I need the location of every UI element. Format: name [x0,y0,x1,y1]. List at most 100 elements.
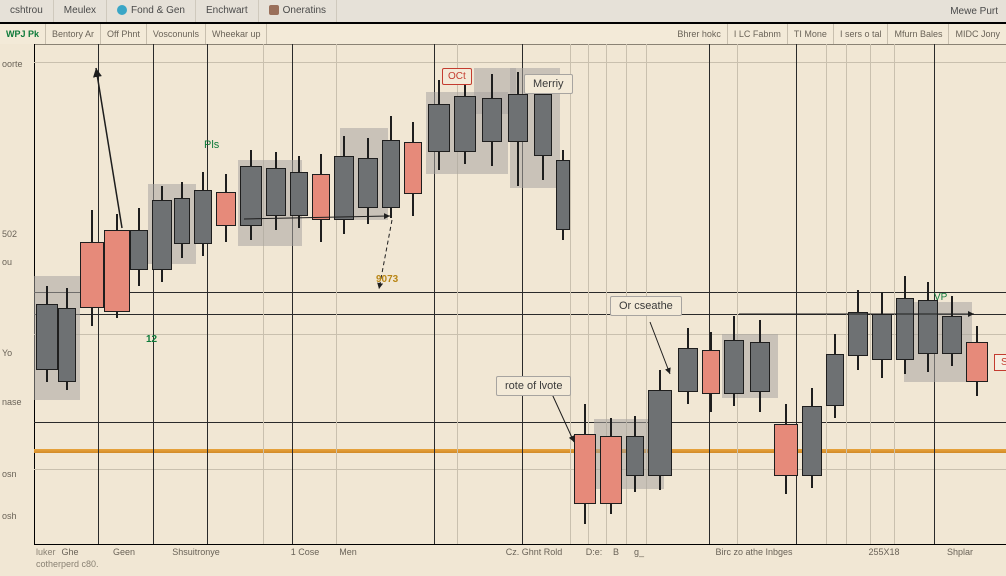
x-tick-label: Shsuitronye [172,547,220,557]
chart-annotation: Selt [994,354,1006,371]
chart-root: oorte502ouYonaseosnosh MerriyOCtOr cseat… [0,44,1006,575]
v-gridline [336,44,337,544]
tab-oneratins[interactable]: Oneratins [259,0,337,22]
v-gridline [153,44,154,544]
candle[interactable] [896,276,914,374]
candle[interactable] [130,208,148,286]
y-tick-label: osh [2,511,32,521]
tab-label: Meulex [64,5,96,16]
candle[interactable] [556,150,570,240]
candle[interactable] [574,404,596,524]
chart-annotation: Pls [196,136,227,154]
hdr-bhrer[interactable]: Bhrer hokc [671,24,728,44]
candle[interactable] [678,328,698,404]
h-gridline [34,422,1006,423]
y-tick-label: Yo [2,348,32,358]
candle[interactable] [966,326,988,396]
h-gridline [34,449,1006,453]
tab-cshtrou[interactable]: cshtrou [0,0,54,22]
tab-enchwart[interactable]: Enchwart [196,0,259,22]
candle[interactable] [152,186,172,282]
hdr-wpj[interactable]: WPJ Pk [0,24,46,44]
x-tick-label: Men [339,547,357,557]
chart-annotation: rote of lvote [496,376,571,396]
candle[interactable] [750,320,770,412]
hdr-midc[interactable]: MIDC Jony [949,24,1006,44]
x-tick-label: Shplar [947,547,973,557]
candle[interactable] [600,418,622,514]
candle[interactable] [80,210,104,326]
hdr-off-phnt[interactable]: Off Phnt [101,24,147,44]
y-tick-label: ou [2,257,32,267]
circle-icon [117,5,127,15]
candle[interactable] [872,292,892,378]
x-tick-label: 255X18 [868,547,899,557]
candle[interactable] [266,152,286,230]
h-gridline [34,62,1006,63]
chart-annotation: OCt [442,68,472,85]
chart-annotation: 9073 [376,274,398,285]
candle[interactable] [626,416,644,492]
v-gridline [570,44,571,544]
hdr-mfurn[interactable]: Mfurn Bales [888,24,949,44]
x-tick-label: B [613,547,619,557]
candle[interactable] [58,288,76,390]
v-gridline [826,44,827,544]
person-icon [269,5,279,15]
v-gridline [263,44,264,544]
candle[interactable] [174,182,190,258]
y-tick-label: oorte [2,59,32,69]
candle[interactable] [216,174,236,242]
candle[interactable] [482,74,502,166]
plot-area[interactable]: MerriyOCtOr cseatherote of lvote907312Se… [34,44,1006,544]
v-gridline [870,44,871,544]
candle[interactable] [104,214,130,318]
tab-meulex[interactable]: Meulex [54,0,107,22]
candle[interactable] [428,80,450,170]
hdr-bentory[interactable]: Bentory Ar [46,24,101,44]
candle[interactable] [702,332,720,412]
x-tick-label: Geen [113,547,135,557]
tab-fond-gen[interactable]: Fond & Gen [107,0,196,22]
x-tick-label: g_ [634,547,644,557]
candle[interactable] [382,116,400,218]
hdr-vosconunls[interactable]: Vosconunls [147,24,206,44]
candle[interactable] [802,388,822,488]
candle[interactable] [648,370,672,490]
candle[interactable] [942,296,962,366]
x-tick-label: D:e: [586,547,603,557]
x-tick-label: Ghe [61,547,78,557]
tab-label: cshtrou [10,5,43,16]
candle[interactable] [774,404,798,494]
arrow-line [96,68,122,228]
hdr-ti-mone[interactable]: TI Mone [788,24,834,44]
chart-annotation: Merriy [524,74,573,94]
candle[interactable] [848,290,868,370]
candle[interactable] [194,172,212,256]
hdr-isers[interactable]: I sers o tal [834,24,889,44]
tab-label: Fond & Gen [131,5,185,16]
candle[interactable] [290,156,308,228]
hdr-wheekarup[interactable]: Wheekar up [206,24,268,44]
candle[interactable] [724,316,744,406]
candle[interactable] [240,150,262,240]
x-subrow: luker [36,547,56,557]
arrow-line [650,322,670,374]
v-gridline [207,44,208,544]
x-axis: GheGeenShsuitronye1 CoseMenCz. Ghnt Rold… [34,544,1006,576]
candle[interactable] [358,138,378,224]
candle[interactable] [312,154,330,242]
v-gridline [894,44,895,544]
hdr-ilc[interactable]: I LC Fabnm [728,24,788,44]
tab-label: Oneratins [283,5,326,16]
chart-annotation: VP [934,292,947,303]
v-gridline [709,44,710,544]
v-gridline [292,44,293,544]
x-tick-label: Cz. Ghnt Rold [506,547,563,557]
candle[interactable] [36,286,58,382]
y-tick-label: nase [2,397,32,407]
candle[interactable] [404,122,422,216]
top-toolbar: cshtrou Meulex Fond & Gen Enchwart Onera… [0,0,1006,23]
candle[interactable] [334,136,354,234]
candle[interactable] [826,334,844,418]
